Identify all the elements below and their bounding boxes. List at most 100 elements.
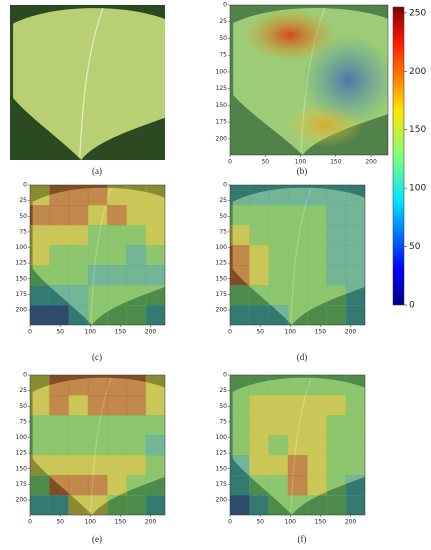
y-tick-label: 125 <box>16 450 28 457</box>
y-tick-label: 150 <box>216 465 228 472</box>
heat-cell <box>68 285 89 306</box>
heat-cell <box>345 185 365 206</box>
heat-cell <box>126 375 147 396</box>
heat-cell <box>107 265 127 286</box>
heat-cell <box>307 185 327 206</box>
heat-cell <box>49 475 70 496</box>
heat-cell <box>287 375 308 396</box>
colorbar-tick-label: 100 <box>409 184 426 194</box>
panel-label: (d) <box>297 352 308 362</box>
heat-cell <box>249 285 270 306</box>
heat-cell <box>87 305 108 325</box>
y-tick-label: 50 <box>19 213 27 220</box>
y-tick-label: 125 <box>216 85 228 92</box>
heat-cell <box>107 395 127 416</box>
heat-cell <box>68 245 89 266</box>
y-tick-label: 75 <box>19 228 27 235</box>
heat-cell <box>307 245 327 266</box>
y-tick-label: 0 <box>223 2 227 9</box>
heat-cell <box>30 395 50 416</box>
heat-cell <box>230 495 250 515</box>
heat-cell <box>30 245 50 266</box>
x-tick-label: 50 <box>261 159 269 166</box>
y-tick-label: 175 <box>216 481 228 488</box>
heat-cell <box>49 265 70 286</box>
y-tick-label: 100 <box>216 434 228 441</box>
heat-cell <box>326 305 347 325</box>
heat-cell <box>249 395 270 416</box>
heat-cell <box>287 415 308 436</box>
panel: 0 50 100 150 200 0 25 50 75 100 125 150 175 200 (d) <box>216 182 366 362</box>
heat-cell <box>145 225 165 246</box>
heat-cell <box>345 455 365 476</box>
heat-cell <box>87 395 108 416</box>
y-tick-label: 0 <box>23 372 27 379</box>
hot-spot <box>242 8 338 62</box>
heat-cell <box>49 285 70 306</box>
heat-cell <box>145 245 165 266</box>
y-tick-label: 100 <box>16 434 28 441</box>
heat-cell <box>68 225 89 246</box>
heat-cell <box>307 395 327 416</box>
heat-cell <box>49 395 70 416</box>
y-tick-label: 100 <box>16 244 28 251</box>
panel: 0 50 100 150 200 0 25 50 75 100 125 150 175 200 (e) <box>16 372 166 544</box>
axes-frame <box>229 184 366 326</box>
heat-cell <box>87 265 108 286</box>
heat-cell <box>249 305 270 325</box>
x-tick-label: 100 <box>85 329 97 336</box>
image <box>10 5 165 160</box>
heat-cell <box>68 265 89 286</box>
heat-cell <box>49 185 70 206</box>
heat-cell <box>345 285 365 306</box>
heat-cell <box>230 415 250 436</box>
panel: 0 50 100 150 200 0 25 50 75 100 125 150 175 200 (b) <box>216 2 389 176</box>
x-tick-label: 150 <box>315 519 327 526</box>
heat-cell <box>249 495 270 515</box>
heat-cell <box>230 435 250 456</box>
heat-cell <box>49 455 70 476</box>
panel: (a) <box>10 5 165 176</box>
x-tick-label: 200 <box>145 329 157 336</box>
heat-cell <box>107 285 127 306</box>
image <box>230 5 388 155</box>
heat-cell <box>30 225 50 246</box>
colorbar-tick-label: 200 <box>409 67 426 77</box>
heat-cell <box>307 305 327 325</box>
heat-cell <box>268 415 289 436</box>
x-tick-label: 150 <box>330 159 342 166</box>
x-tick-label: 200 <box>345 329 357 336</box>
y-tick-label: 175 <box>16 481 28 488</box>
heat-cell <box>87 415 108 436</box>
heat-cell <box>145 265 165 286</box>
heat-cell <box>126 225 147 246</box>
heat-cell <box>249 455 270 476</box>
heat-cell <box>126 415 147 436</box>
heat-cell <box>68 305 89 325</box>
panel-label: (b) <box>297 166 308 176</box>
heat-cell <box>287 185 308 206</box>
heat-cell <box>287 245 308 266</box>
heat-cell <box>230 265 250 286</box>
panel-label: (c) <box>92 352 102 362</box>
heat-cell <box>68 495 89 515</box>
heat-cell <box>326 415 347 436</box>
heat-cell <box>145 375 165 396</box>
heat-cell <box>126 395 147 416</box>
heat-cell <box>230 475 250 496</box>
heat-cell <box>126 475 147 496</box>
heat-cell <box>30 455 50 476</box>
heat-cell <box>126 205 147 226</box>
heat-cell <box>307 495 327 515</box>
y-tick-label: 75 <box>219 418 227 425</box>
heat-cell <box>268 305 289 325</box>
heat-cell <box>326 435 347 456</box>
heat-cell <box>249 435 270 456</box>
heat-cell <box>345 205 365 226</box>
heat-cell <box>68 185 89 206</box>
colorbar-tick-label: 0 <box>409 301 415 311</box>
x-tick-label: 100 <box>285 329 297 336</box>
heat-cell <box>249 265 270 286</box>
heat-cell <box>49 205 70 226</box>
